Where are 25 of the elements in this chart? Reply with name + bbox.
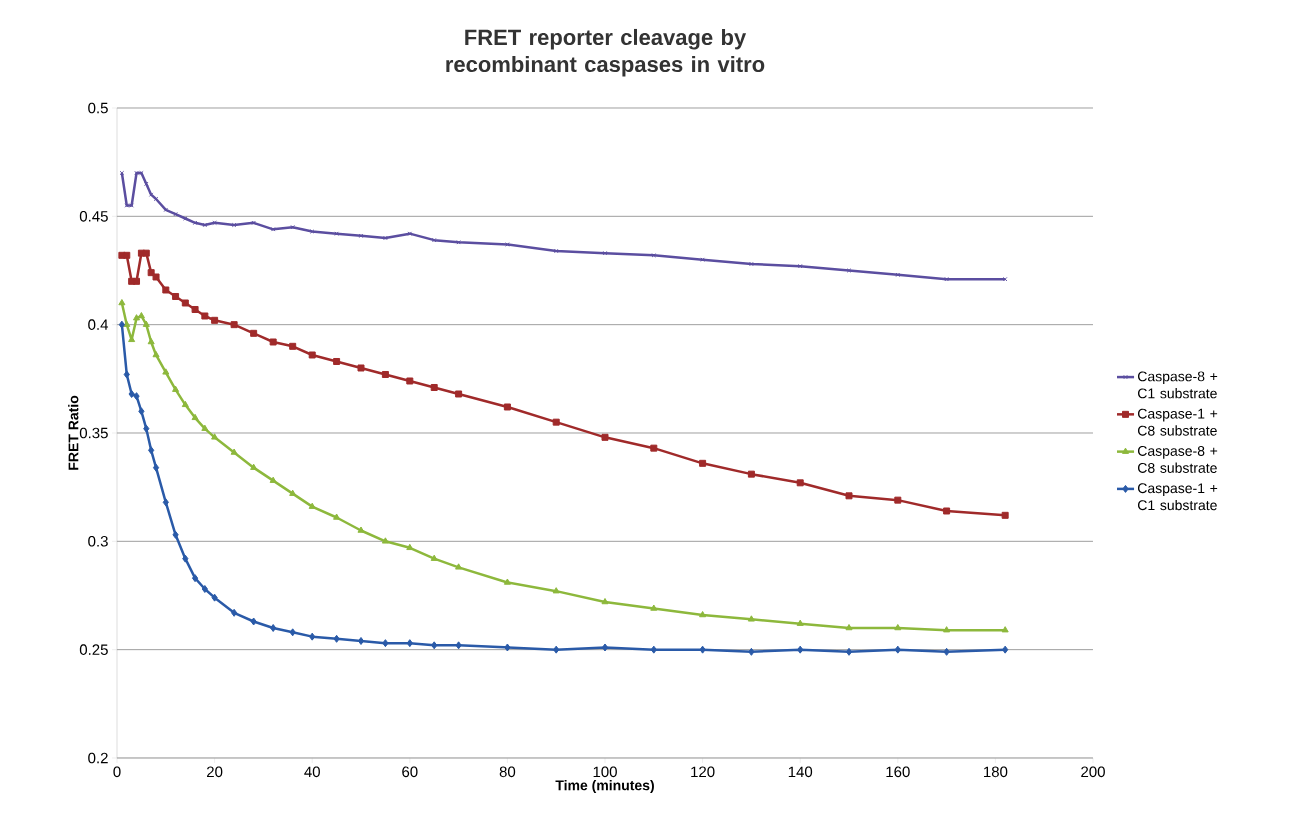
- x-tick-label: 100: [593, 766, 617, 778]
- y-tick-label: 0.25: [79, 644, 108, 655]
- x-axis-title: Time (minutes): [555, 780, 654, 794]
- y-tick-label: 0.3: [88, 536, 108, 547]
- chart-title: FRET reporter cleavage by recombinant caspases in vitro: [446, 28, 765, 77]
- legend-label: Caspase-1 + C8 substrate: [1138, 408, 1218, 436]
- x-tick-label: 20: [207, 766, 223, 778]
- x-tick-label: 160: [886, 766, 910, 778]
- x-tick-label: 200: [1081, 766, 1105, 778]
- y-axis-title: FRET Ratio: [68, 395, 79, 470]
- y-tick-label: 0.45: [79, 211, 108, 222]
- y-tick-label: 0.4: [88, 319, 109, 330]
- x-tick-label: 120: [691, 766, 715, 778]
- y-tick-label: 0.2: [88, 752, 108, 764]
- x-tick-label: 140: [788, 766, 813, 778]
- y-tick-label: 0.5: [88, 102, 108, 114]
- x-tick-label: 180: [984, 766, 1008, 778]
- x-tick-label: 0: [113, 766, 121, 778]
- x-tick-label: 40: [304, 766, 320, 778]
- legend-label: Caspase-1 + C1 substrate: [1138, 483, 1218, 511]
- x-tick-label: 80: [499, 766, 516, 778]
- legend-label: Caspase-8 + C1 substrate: [1138, 371, 1218, 399]
- x-tick-label: 60: [402, 766, 418, 778]
- legend-label: Caspase-8 + C8 substrate: [1138, 445, 1218, 473]
- y-tick-label: 0.35: [79, 427, 108, 439]
